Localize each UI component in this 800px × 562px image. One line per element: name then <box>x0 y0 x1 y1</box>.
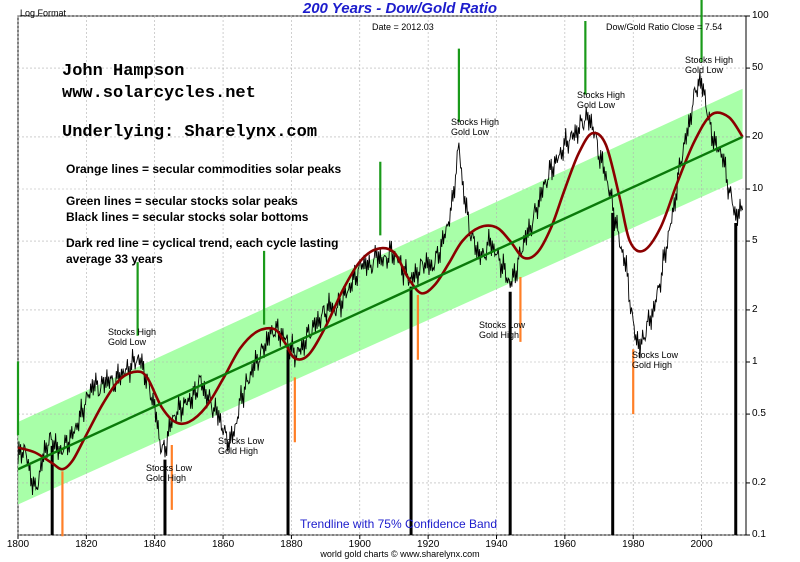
x-tick-label: 1840 <box>143 539 166 550</box>
annotation-1966: Stocks High Gold Low <box>577 90 626 110</box>
author-name: John Hampson <box>62 62 185 81</box>
x-tick-label: 1940 <box>485 539 508 550</box>
y-tick-label: 2 <box>752 303 758 315</box>
annotation-1843: Stocks Low Gold High <box>146 463 193 483</box>
y-tick-label: 100 <box>752 10 769 21</box>
legend-orange: Orange lines = secular commodities solar… <box>66 162 342 176</box>
x-tick-label: 1800 <box>6 539 30 550</box>
x-tick-label: 1960 <box>553 539 576 550</box>
close-label: Dow/Gold Ratio Close = 7.54 <box>606 22 723 32</box>
annotation-1980: Stocks Low Gold High <box>632 350 679 370</box>
x-tick-label: 1880 <box>280 539 303 550</box>
band-label: Trendline with 75% Confidence Band <box>300 517 498 531</box>
y-tick-label: 5 <box>752 235 758 247</box>
y-tick-label: 50 <box>752 62 764 74</box>
annotation-1929: Stocks High Gold Low <box>451 117 500 137</box>
data-source: Underlying: Sharelynx.com <box>62 123 318 142</box>
y-tick-label: 0.1 <box>752 529 766 540</box>
chart-title: 200 Years - Dow/Gold Ratio <box>302 0 498 17</box>
y-tick-label: 0.2 <box>752 476 766 488</box>
x-tick-label: 1900 <box>348 539 371 550</box>
author-website: www.solarcycles.net <box>62 84 256 103</box>
x-tick-label: 1920 <box>417 539 440 550</box>
x-tick-label: 1820 <box>75 539 98 550</box>
confidence-band <box>18 88 743 505</box>
annotation-2000: Stocks High Gold Low <box>685 55 734 75</box>
series-trendline <box>17 135 744 471</box>
y-tick-label: 1 <box>752 356 758 367</box>
legend-green: Green lines = secular stocks solar peaks <box>66 194 298 208</box>
y-tick-label: 20 <box>752 130 764 142</box>
y-tick-label: 10 <box>752 183 764 194</box>
x-tick-label: 1980 <box>622 539 645 550</box>
x-tick-label: 1860 <box>211 539 235 550</box>
footer: world gold charts © www.sharelynx.com <box>320 549 480 559</box>
annotation-1879: Stocks Low Gold High <box>218 436 265 456</box>
annotation-1944: Stocks Low Gold High <box>479 320 526 340</box>
legend-dark-red: Dark red line = cyclical trend, each cyc… <box>66 236 339 266</box>
legend-black: Black lines = secular stocks solar botto… <box>66 210 309 224</box>
date-label: Date = 2012.03 <box>372 22 434 32</box>
x-tick-label: 2000 <box>690 539 713 550</box>
annotation-1835: Stocks High Gold Low <box>108 327 157 347</box>
scale-label: Log Format <box>20 8 67 18</box>
y-tick-label: 0.5 <box>752 408 766 420</box>
